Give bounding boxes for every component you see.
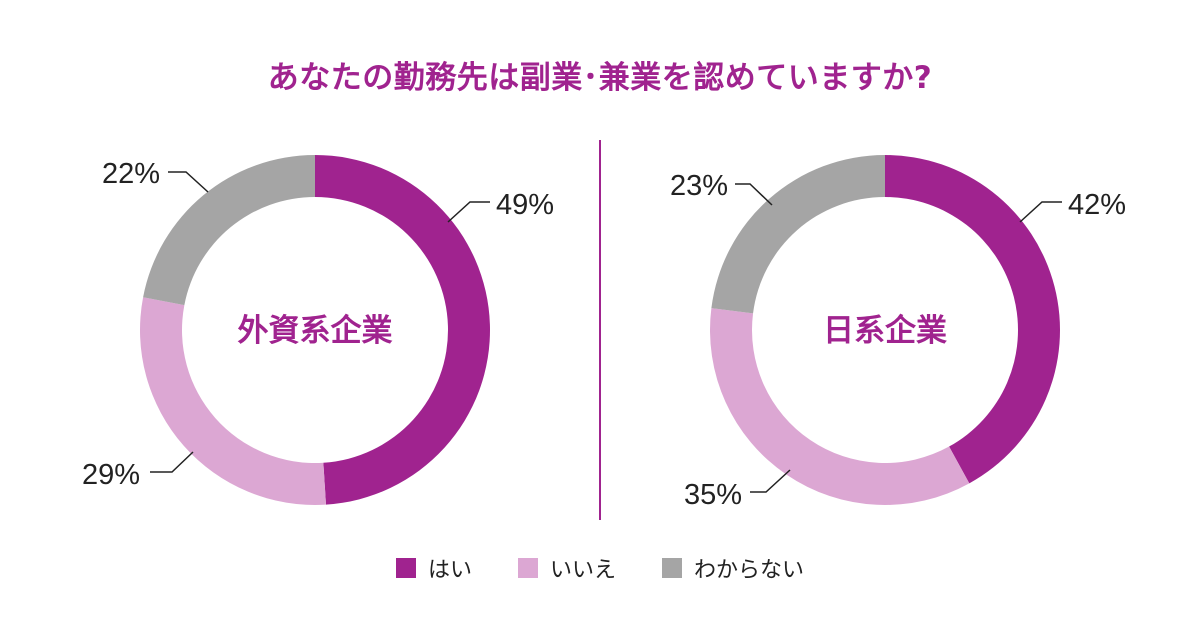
legend-item-no: いいえ (517, 552, 616, 584)
donut-slice-yes (885, 155, 1060, 484)
donut-slice-unknown (711, 155, 885, 314)
legend-label-yes: はい (427, 558, 472, 583)
leader-line (150, 451, 194, 473)
legend-item-yes: はい (395, 552, 472, 584)
leader-line (750, 469, 791, 493)
donut-center-label: 外資系企業 (238, 313, 393, 349)
leader-line (1019, 201, 1062, 223)
legend-label-no: いいえ (549, 558, 616, 583)
leader-line (168, 171, 209, 193)
donut-center-label: 日系企業 (823, 313, 947, 349)
legend-swatch-no (517, 558, 538, 578)
legend-label-unknown: わからない (694, 558, 805, 583)
legend: はい いいえ わからない (0, 552, 1200, 584)
donut-slice-unknown (143, 155, 315, 306)
data-label-unknown: 22% (102, 158, 160, 190)
legend-swatch-unknown (662, 558, 682, 578)
data-label-no: 35% (684, 479, 742, 511)
data-label-yes: 42% (1068, 189, 1126, 221)
data-label-yes: 49% (496, 189, 554, 221)
data-label-unknown: 23% (670, 170, 728, 202)
legend-item-unknown: わからない (662, 552, 804, 584)
donut-slice-yes (315, 155, 490, 505)
data-label-no: 29% (82, 459, 140, 491)
legend-swatch-yes (395, 558, 416, 578)
chart-title: あなたの勤務先は副業･兼業を認めていますか? (267, 60, 933, 96)
donut-slice-no (139, 297, 326, 505)
leader-line (735, 183, 773, 206)
donut-slice-no (710, 308, 970, 505)
leader-line (447, 201, 490, 223)
